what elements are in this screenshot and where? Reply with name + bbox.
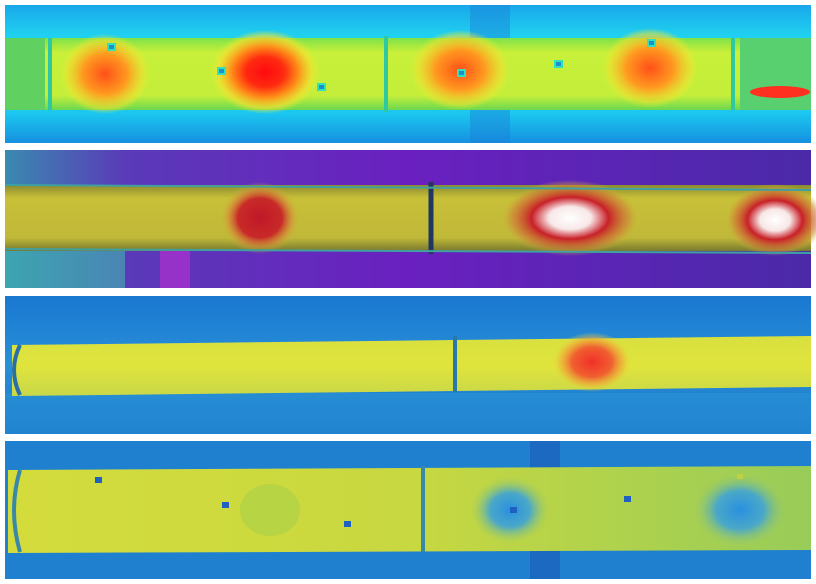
pipe <box>12 336 811 396</box>
pipe-end <box>5 38 45 110</box>
pipe-end <box>12 469 22 553</box>
floor <box>5 393 811 434</box>
thermal-panel-4 <box>5 441 811 579</box>
hotspot <box>500 180 640 256</box>
hotspot <box>725 184 816 256</box>
hotspot <box>220 182 300 254</box>
markers <box>107 39 656 91</box>
pipe <box>8 466 811 553</box>
edge <box>4 248 812 254</box>
hotspot <box>210 30 320 114</box>
cool-region <box>5 250 125 288</box>
markers <box>95 474 743 527</box>
thermal-panel-2 <box>4 150 816 288</box>
hotspot <box>60 34 150 114</box>
cold-spot <box>692 472 788 548</box>
edge <box>4 184 812 191</box>
hotspot <box>552 332 632 392</box>
pipe <box>5 185 811 251</box>
pipe-end <box>12 344 22 396</box>
warm-region <box>160 250 190 288</box>
pipe-end <box>740 38 811 110</box>
thermal-panel-1 <box>5 5 811 143</box>
hotspot <box>750 86 810 98</box>
thermal-panel-3 <box>5 296 811 434</box>
cool-region <box>240 484 300 536</box>
hotspot <box>602 28 698 108</box>
